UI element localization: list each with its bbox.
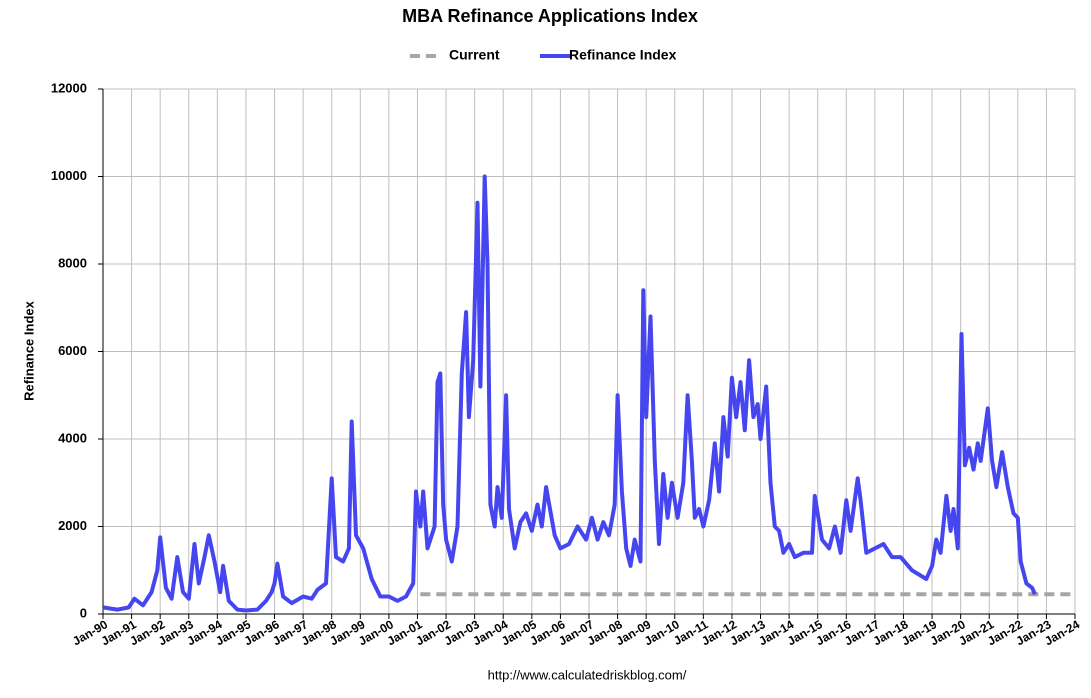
data-line bbox=[102, 174, 1037, 613]
source-note: http://www.calculatedriskblog.com/ bbox=[488, 667, 687, 682]
y-tick-label: 2000 bbox=[58, 518, 87, 533]
legend-label: Current bbox=[449, 47, 500, 63]
legend-label: Refinance Index bbox=[569, 47, 677, 63]
y-tick-label: 4000 bbox=[58, 430, 87, 445]
y-tick-label: 12000 bbox=[51, 80, 87, 95]
y-tick-label: 8000 bbox=[58, 255, 87, 270]
y-tick-label: 10000 bbox=[51, 168, 87, 183]
y-tick-label: 0 bbox=[80, 605, 87, 620]
chart-title: MBA Refinance Applications Index bbox=[402, 6, 698, 26]
y-tick-label: 6000 bbox=[58, 343, 87, 358]
y-axis-label: Refinance Index bbox=[21, 300, 36, 400]
